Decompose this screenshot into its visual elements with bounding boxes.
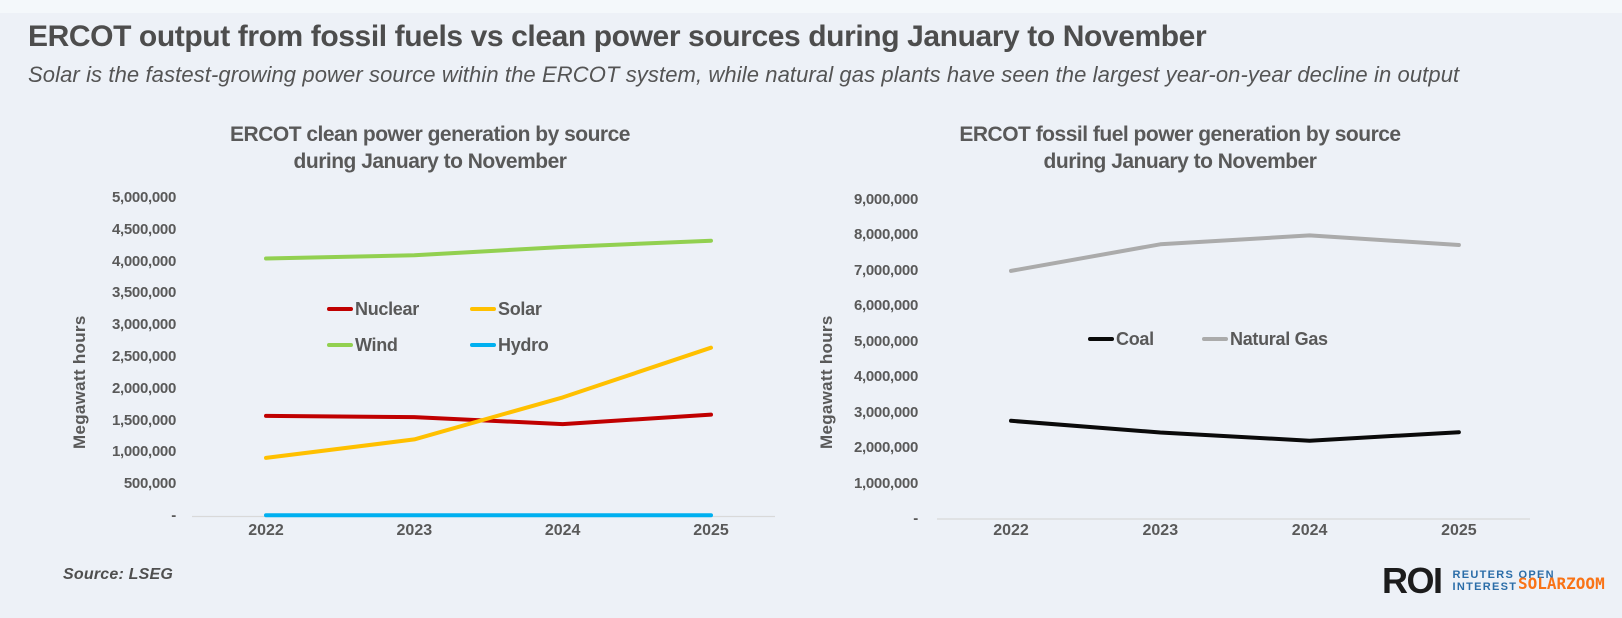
roi-logo-line2: INTEREST: [1452, 581, 1518, 593]
y-axis-tick-label: 6,000,000: [853, 297, 918, 315]
x-axis-tick-label: 2022: [248, 522, 284, 539]
fossil-series-line-natural-gas: [1009, 233, 1461, 273]
y-axis-tick-label: 5,000,000: [111, 189, 176, 206]
y-axis-tick-label: 5,000,000: [853, 332, 918, 350]
legend-item-solar: Solar: [470, 298, 542, 320]
clean-chart-title: ERCOT clean power generation by source d…: [150, 121, 710, 175]
y-axis-tick-label: 1,500,000: [111, 411, 176, 429]
nuclear-legend-swatch: [327, 307, 353, 311]
y-axis-tick-label: -: [171, 507, 176, 524]
solar-legend-label: Solar: [498, 298, 542, 319]
clean-series-line-solar: [264, 345, 713, 460]
x-axis-tick-label: 2024: [544, 522, 581, 539]
clean-series-line-wind: [264, 238, 713, 261]
fossil-chart-lines: [937, 233, 1530, 520]
page-subtitle: Solar is the fastest-growing power sourc…: [28, 62, 1460, 87]
fossil-chart-title-line2: during January to November: [1043, 150, 1317, 173]
y-axis-tick-label: 1,000,000: [111, 443, 176, 461]
fossil-chart-title-line1: ERCOT fossil fuel power generation by so…: [959, 123, 1401, 146]
y-axis-tick-label: 500,000: [123, 475, 176, 493]
legend-item-natural-gas: Natural Gas: [1202, 328, 1328, 350]
legend-item-hydro: Hydro: [470, 334, 549, 356]
hydro-legend-swatch: [470, 343, 496, 347]
wind-legend-swatch: [327, 343, 353, 347]
clean-chart-title-line2: during January to November: [293, 150, 567, 173]
y-axis-tick-label: 4,000,000: [111, 252, 176, 270]
hydro-legend-label: Hydro: [498, 334, 549, 355]
solar-legend-swatch: [470, 307, 496, 311]
wind-legend-label: Wind: [355, 334, 398, 355]
y-axis-tick-label: 2,000,000: [853, 439, 918, 457]
legend-item-wind: Wind: [327, 334, 398, 356]
legend-item-nuclear: Nuclear: [327, 298, 419, 320]
y-axis-tick-label: 7,000,000: [853, 261, 918, 279]
top-strip: [0, 0, 1622, 13]
solarzoom-watermark: SOLARZOOM: [1518, 574, 1605, 593]
x-axis-tick-label: 2024: [1291, 522, 1328, 539]
page-title: ERCOT output from fossil fuels vs clean …: [28, 20, 1207, 53]
y-axis-tick-label: -: [913, 509, 918, 527]
coal-legend-label: Coal: [1116, 328, 1154, 349]
fossil-series-line-coal: [1009, 418, 1461, 443]
x-axis-tick-label: 2022: [993, 522, 1029, 539]
natural-gas-legend-label: Natural Gas: [1230, 328, 1328, 349]
roi-logo: ROI REUTERS OPEN INTEREST: [1382, 563, 1555, 603]
y-axis-tick-label: 3,000,000: [853, 403, 918, 421]
source-note: Source: LSEG: [63, 566, 173, 583]
roi-logo-text: REUTERS OPEN INTEREST: [1453, 569, 1555, 593]
nuclear-legend-label: Nuclear: [355, 298, 419, 319]
coal-legend-swatch: [1088, 337, 1114, 341]
natural-gas-legend-swatch: [1202, 337, 1228, 341]
clean-series-line-nuclear: [264, 412, 713, 427]
y-axis-tick-label: 8,000,000: [853, 226, 918, 244]
clean-y-axis-label: Megawatt hours: [70, 315, 89, 449]
y-axis-tick-label: 4,500,000: [111, 220, 176, 238]
y-axis-tick-label: 2,000,000: [111, 379, 176, 397]
x-axis-tick-label: 2025: [1441, 522, 1477, 539]
roi-logo-abbr: ROI: [1382, 560, 1443, 601]
y-axis-tick-label: 4,000,000: [853, 368, 918, 386]
y-axis-tick-label: 3,000,000: [111, 316, 176, 334]
clean-chart-lines: [192, 238, 775, 518]
legend-item-coal: Coal: [1088, 328, 1154, 350]
x-axis-tick-label: 2023: [396, 522, 433, 539]
x-axis-tick-label: 2025: [693, 522, 729, 539]
x-axis-tick-label: 2023: [1142, 522, 1179, 539]
y-axis-tick-label: 2,500,000: [111, 348, 176, 365]
y-axis-tick-label: 1,000,000: [853, 474, 918, 492]
roi-logo-line1: REUTERS OPEN: [1452, 569, 1555, 581]
y-axis-tick-label: 9,000,000: [853, 191, 918, 208]
fossil-chart-title: ERCOT fossil fuel power generation by so…: [900, 121, 1460, 175]
y-axis-tick-label: 3,500,000: [111, 284, 176, 302]
clean-chart-title-line1: ERCOT clean power generation by source: [230, 123, 630, 146]
fossil-y-axis-label: Megawatt hours: [817, 315, 836, 449]
